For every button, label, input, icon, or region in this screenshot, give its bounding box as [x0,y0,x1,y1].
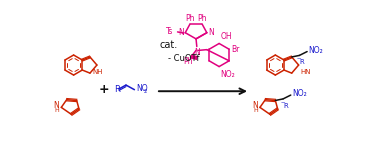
Text: Ts: Ts [166,27,173,36]
Text: Ph: Ph [197,14,207,23]
Text: cat.: cat. [160,40,178,50]
Text: NO₂: NO₂ [221,70,235,79]
Text: ̅R: ̅R [301,59,306,65]
Text: NO₂: NO₂ [309,46,324,54]
Text: H: H [54,108,59,113]
Text: Ph: Ph [185,14,195,23]
Text: N: N [53,101,59,110]
Text: OH: OH [221,32,232,41]
Text: +: + [98,83,109,96]
Text: ̅R: ̅R [285,103,289,109]
Text: NO: NO [136,84,147,93]
Text: HN: HN [300,69,311,75]
Text: H: H [253,108,258,113]
Text: - CuOTf: - CuOTf [167,54,199,63]
Text: N: N [252,101,258,110]
Text: Ph: Ph [183,57,192,66]
Text: N: N [178,28,184,37]
Text: N: N [194,48,200,57]
Text: N: N [208,28,214,37]
Text: NH: NH [93,69,103,75]
Text: 2: 2 [144,89,147,95]
Text: NO₂: NO₂ [292,89,307,98]
Text: Br: Br [231,45,240,54]
Text: R: R [114,85,119,94]
